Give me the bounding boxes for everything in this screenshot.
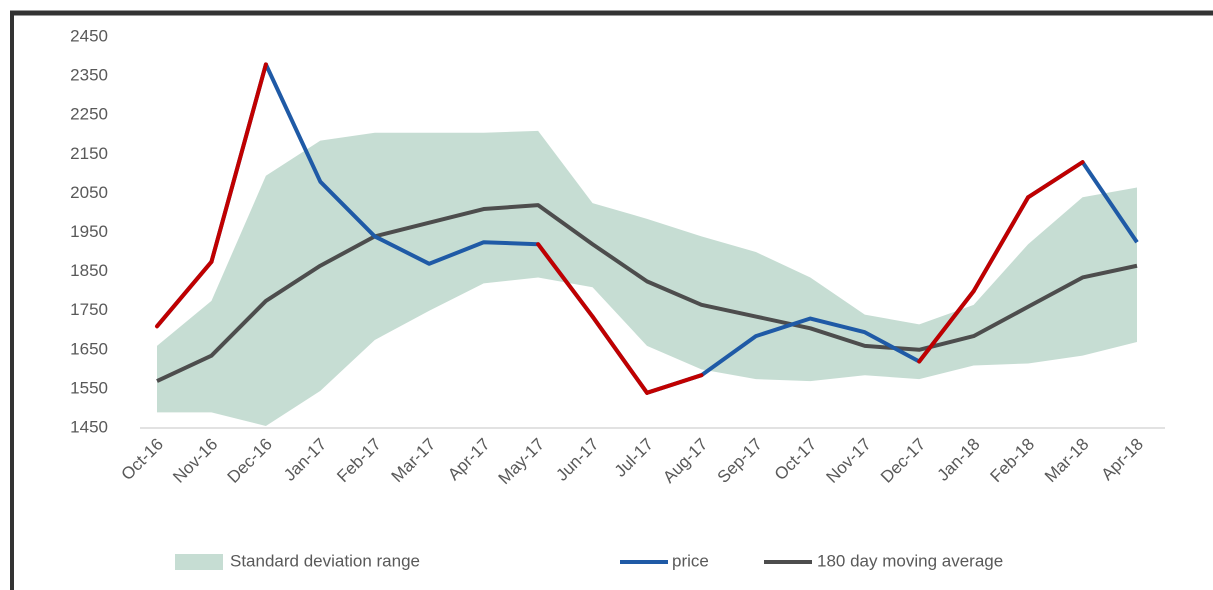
highlight-segment [209, 62, 268, 264]
highlight-segment [971, 195, 1031, 294]
y-tick-label: 1550 [70, 378, 108, 397]
y-tick-label: 2350 [70, 66, 108, 85]
highlight-segment [917, 289, 976, 364]
highlight-segment [1026, 160, 1085, 200]
y-tick-label: 2450 [70, 26, 108, 45]
highlight-segment [590, 314, 649, 395]
y-tick-label: 2150 [70, 144, 108, 163]
y-tick-label: 1750 [70, 300, 108, 319]
series-line [156, 203, 1138, 383]
highlight-segment [536, 242, 595, 319]
y-tick-label: 1950 [70, 222, 108, 241]
legend-label: 180 day moving average [817, 551, 1003, 570]
highlight-segment [645, 373, 704, 395]
band-area [157, 130, 1137, 427]
legend-swatch [175, 554, 223, 570]
legend-label: Standard deviation range [230, 551, 420, 570]
y-tick-label: 2250 [70, 105, 108, 124]
y-tick-label: 2050 [70, 183, 108, 202]
y-tick-label: 1850 [70, 261, 108, 280]
highlight-segment [155, 259, 214, 329]
y-tick-label: 1450 [70, 417, 108, 436]
legend-label: price [672, 551, 709, 570]
y-tick-label: 1650 [70, 339, 108, 358]
